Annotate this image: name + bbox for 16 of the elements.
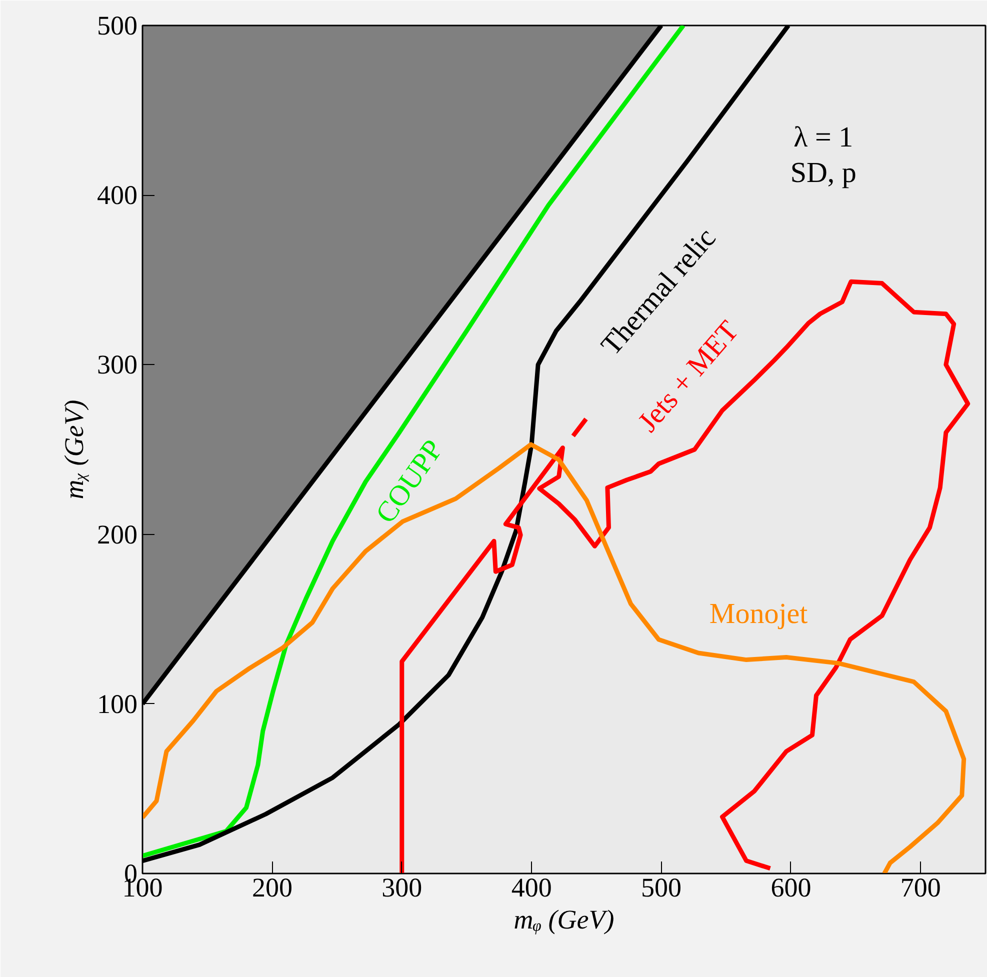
y-axis-title: mᵪ (GeV)	[59, 400, 89, 500]
y-tick-label: 400	[97, 180, 138, 210]
x-tick-label: 700	[900, 872, 941, 902]
x-tick-label: 400	[511, 872, 552, 902]
annotation: SD, p	[790, 157, 856, 190]
y-tick-label: 300	[97, 350, 138, 380]
x-tick-label: 300	[382, 872, 422, 902]
annotation: λ = 1	[794, 121, 854, 154]
y-tick-label: 500	[97, 10, 138, 40]
annotation: Monojet	[709, 598, 808, 630]
x-tick-label: 500	[641, 872, 682, 902]
x-axis-title: mᵩ (GeV)	[514, 904, 614, 934]
y-tick-label: 200	[97, 519, 138, 550]
y-tick-label: 100	[97, 688, 138, 719]
x-tick-label: 200	[252, 872, 292, 902]
x-tick-label: 600	[770, 872, 812, 902]
